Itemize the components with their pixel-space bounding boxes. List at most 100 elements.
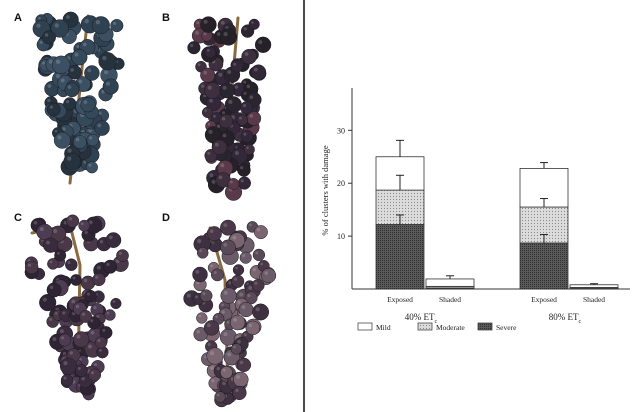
grape-berry xyxy=(104,309,116,321)
error-bar xyxy=(540,234,548,243)
grape-berry xyxy=(236,357,252,373)
grape-berry xyxy=(75,364,88,377)
grape-berry xyxy=(84,289,97,303)
grape-berry xyxy=(220,239,236,256)
grape-berry xyxy=(218,113,234,129)
grape-berry xyxy=(232,264,245,276)
grape-berry xyxy=(94,336,108,349)
grape-berry xyxy=(102,78,119,95)
damage-bar-chart: 10 20 30 % of clusters with damage Exposed Sh… xyxy=(320,88,630,332)
grape-berry xyxy=(66,214,80,228)
grape-berry xyxy=(105,232,122,248)
grape-berry xyxy=(253,225,268,240)
grape-berry xyxy=(199,289,213,303)
grape-berry xyxy=(251,278,265,292)
grape-berry xyxy=(52,55,71,74)
legend-item-mild: Mild xyxy=(357,322,391,332)
grape-berry xyxy=(63,152,81,171)
grape-berry xyxy=(248,18,260,30)
grape-berry xyxy=(206,226,222,242)
legend-label: Mild xyxy=(376,323,391,332)
y-tick-label: 20 xyxy=(337,179,345,188)
grape-berry xyxy=(206,347,224,365)
grape-berry xyxy=(196,312,208,324)
grape-berry xyxy=(46,102,61,117)
grape-berry xyxy=(116,249,129,262)
grape-berry xyxy=(220,219,236,236)
legend-label: Severe xyxy=(496,323,517,332)
grape-berry xyxy=(60,373,74,387)
error-bar xyxy=(540,162,548,169)
bar-severe-exposed-1 xyxy=(519,242,569,290)
grape-berry xyxy=(227,178,240,190)
grape-berry xyxy=(203,320,220,336)
grape-cluster-photo-a xyxy=(32,11,125,185)
grape-berry xyxy=(232,385,247,401)
error-bar xyxy=(446,275,454,279)
x-category-label: Shaded xyxy=(439,295,461,304)
grape-berry xyxy=(187,41,201,55)
grape-berry xyxy=(36,223,53,241)
grape-berry xyxy=(231,274,245,288)
grape-berry xyxy=(200,16,217,33)
panel-letter-d: D xyxy=(162,212,170,224)
x-category-label: Shaded xyxy=(583,295,605,304)
grape-berry xyxy=(94,120,110,136)
panel-divider xyxy=(303,0,305,412)
grape-berry xyxy=(201,106,214,118)
grape-berry xyxy=(80,97,96,113)
grape-berry xyxy=(70,274,82,286)
y-tick-label: 30 xyxy=(337,126,345,135)
grape-berry xyxy=(73,331,90,348)
legend-swatch xyxy=(477,322,493,331)
grape-cluster-photo-d xyxy=(183,219,277,408)
grape-berry xyxy=(214,391,226,403)
grape-berry xyxy=(110,297,122,310)
grape-berry xyxy=(88,368,102,382)
legend-item-moderate: Moderate xyxy=(417,322,465,332)
grape-berry xyxy=(233,371,249,388)
error-bar xyxy=(540,198,548,208)
grape-berry xyxy=(86,133,100,147)
error-bar xyxy=(396,139,404,157)
grape-berry xyxy=(59,357,78,375)
grape-berry xyxy=(200,67,216,83)
grape-berry xyxy=(67,65,82,80)
grape-berry xyxy=(220,287,237,304)
x-group-label: 80% ETc xyxy=(549,312,582,325)
legend-label: Moderate xyxy=(436,323,465,332)
grape-cluster-photo-c xyxy=(24,214,129,401)
grape-berry xyxy=(211,139,228,156)
grape-berry xyxy=(63,97,77,111)
legend-swatch xyxy=(357,322,373,331)
grape-berry xyxy=(110,19,124,33)
grape-berry xyxy=(239,251,252,264)
grape-berry xyxy=(219,28,238,46)
grape-berry xyxy=(24,260,39,275)
grape-berry xyxy=(237,163,251,177)
panel-letter-b: B xyxy=(162,12,170,24)
grape-berry xyxy=(252,248,266,262)
grape-berry xyxy=(39,294,57,312)
panel-letter-a: A xyxy=(14,12,22,24)
grape-berry xyxy=(250,64,267,80)
grape-berry xyxy=(46,282,62,298)
grape-berry xyxy=(65,258,78,271)
grape-berry xyxy=(84,65,100,81)
grape-berry xyxy=(78,219,91,232)
grape-berry xyxy=(220,366,233,379)
grape-berry xyxy=(240,101,254,115)
grape-berry xyxy=(236,114,249,126)
panel-letter-c: C xyxy=(14,212,22,224)
grape-berry xyxy=(241,48,257,65)
grape-berry xyxy=(91,16,110,35)
grape-berry xyxy=(219,82,236,99)
bar-mild-shaded-0 xyxy=(425,278,475,287)
grape-berry xyxy=(58,333,72,347)
x-category-label: Exposed xyxy=(531,295,557,304)
grape-berry xyxy=(204,46,216,59)
grape-berry xyxy=(72,134,87,149)
x-group-label: 40% ETc xyxy=(405,312,438,325)
grape-berry xyxy=(85,161,98,174)
grape-berry xyxy=(192,266,208,283)
